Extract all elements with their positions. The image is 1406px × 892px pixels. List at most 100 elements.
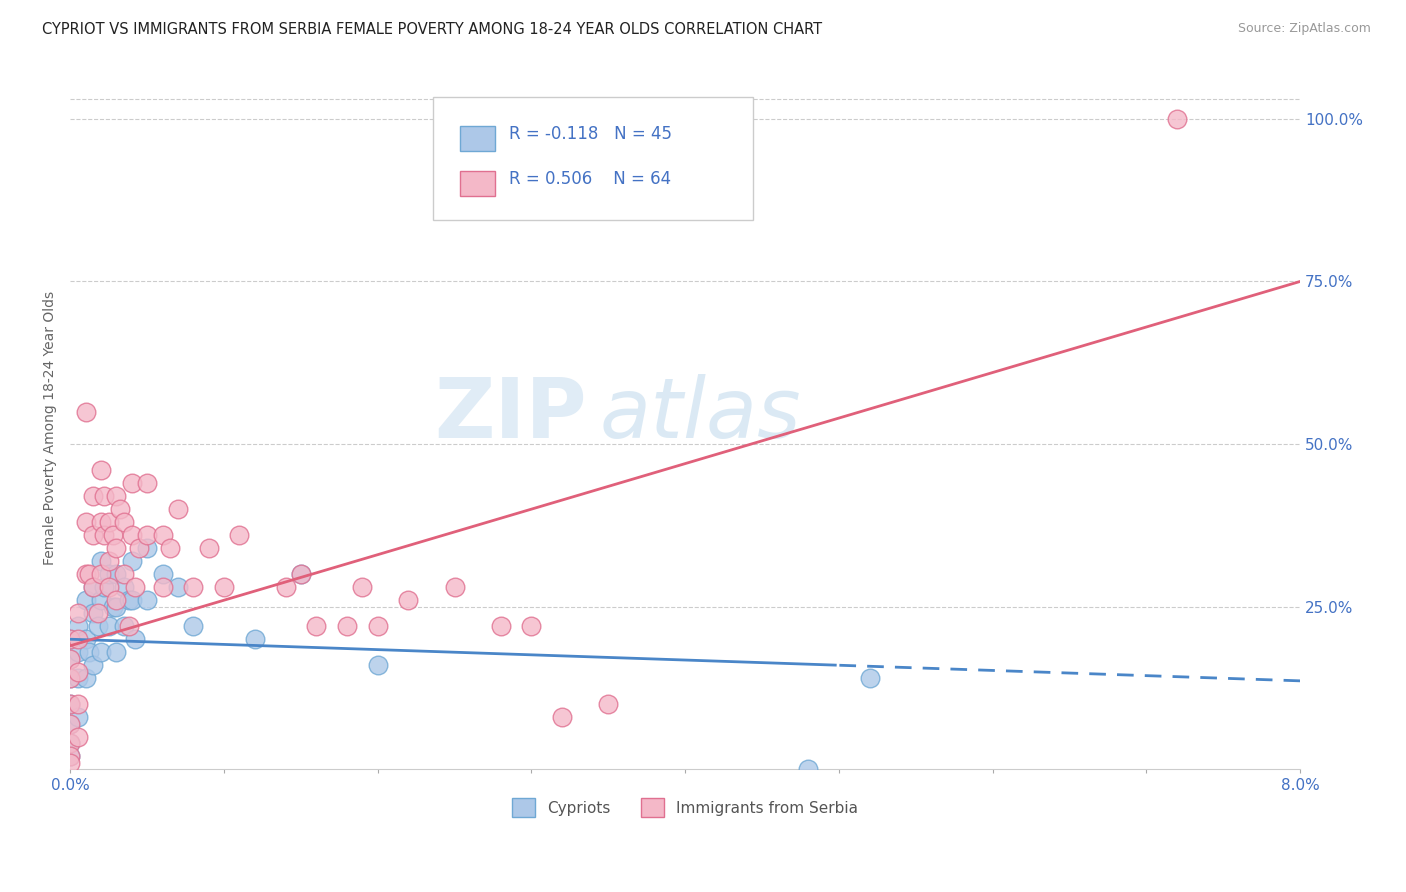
Point [75,567,97,582]
Point [352,580,374,594]
Point [59,632,82,647]
Point [77,567,100,582]
Point [97,580,120,594]
Point [797,762,820,776]
Point [181,580,204,594]
Point [112,515,135,529]
Point [77,645,100,659]
Point [103,599,125,614]
Point [136,528,159,542]
Point [82,489,104,503]
Point [66,645,89,659]
Point [121,528,143,542]
Text: Source: ZipAtlas.com: Source: ZipAtlas.com [1237,22,1371,36]
Point [121,554,143,568]
Point [75,632,97,647]
Point [90,645,112,659]
Point [398,593,420,607]
Point [82,580,104,594]
Point [243,632,266,647]
Point [97,567,120,582]
Point [66,619,89,633]
Point [197,541,219,556]
Point [367,619,389,633]
Point [66,606,89,620]
Point [90,515,112,529]
Text: R = 0.506    N = 64: R = 0.506 N = 64 [509,169,672,187]
Point [59,632,82,647]
Point [59,651,82,665]
Point [305,619,328,633]
Point [118,593,141,607]
Point [105,645,128,659]
Point [108,502,131,516]
Point [93,580,115,594]
Point [159,541,181,556]
FancyBboxPatch shape [460,170,495,195]
Point [167,580,190,594]
Point [59,736,82,750]
Point [112,619,135,633]
Point [75,593,97,607]
Point [82,528,104,542]
Point [136,541,159,556]
Point [82,580,104,594]
Point [121,476,143,491]
Point [82,658,104,673]
Point [152,567,174,582]
Point [59,698,82,712]
Text: atlas: atlas [599,374,800,455]
Point [66,698,89,712]
Point [136,593,159,607]
Point [87,606,110,620]
Point [290,567,312,582]
Point [228,528,250,542]
Point [367,658,389,673]
Point [90,593,112,607]
Point [59,716,82,731]
Point [93,528,115,542]
Point [105,599,128,614]
Point [105,593,128,607]
Point [181,619,204,633]
Point [90,554,112,568]
Point [167,502,190,516]
Point [97,619,120,633]
Point [152,580,174,594]
Point [124,580,146,594]
FancyBboxPatch shape [460,127,495,152]
Point [118,619,141,633]
Legend: Cypriots, Immigrants from Serbia: Cypriots, Immigrants from Serbia [506,792,865,823]
Point [66,710,89,724]
Point [105,489,128,503]
Point [859,671,882,685]
Point [336,619,359,633]
Point [121,593,143,607]
Text: ZIP: ZIP [434,374,586,455]
Point [489,619,512,633]
Point [90,463,112,477]
Point [75,515,97,529]
Point [82,606,104,620]
Point [136,476,159,491]
Point [97,515,120,529]
Point [112,567,135,582]
Point [75,404,97,418]
Point [66,632,89,647]
Point [66,665,89,679]
Point [105,541,128,556]
Point [443,580,465,594]
Point [105,567,128,582]
Point [59,736,82,750]
Point [598,698,620,712]
Point [59,651,82,665]
Point [152,528,174,542]
Point [520,619,543,633]
Point [103,528,125,542]
Point [59,698,82,712]
Point [59,756,82,770]
Text: R = -0.118   N = 45: R = -0.118 N = 45 [509,125,672,144]
Point [90,567,112,582]
Point [59,749,82,764]
Point [75,671,97,685]
